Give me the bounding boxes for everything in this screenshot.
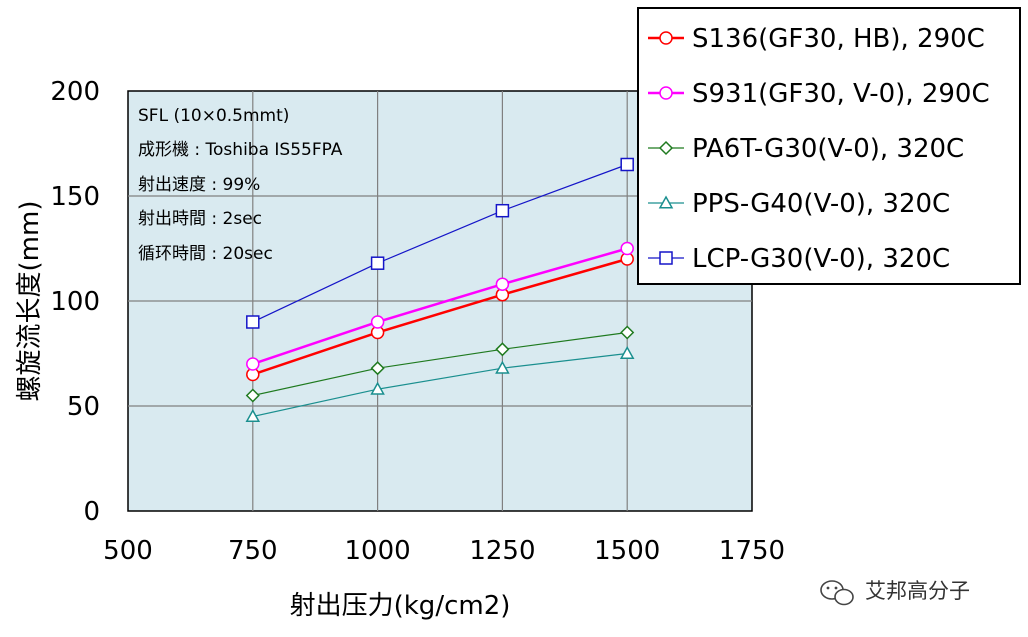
- x-tick-label: 500: [103, 536, 153, 566]
- data-point: [370, 315, 385, 329]
- y-tick-label: 150: [50, 182, 100, 212]
- watermark: 艾邦高分子: [820, 579, 970, 606]
- legend-item: S931(GF30, V-0), 290C: [648, 79, 990, 109]
- series-circle: [246, 252, 634, 382]
- data-point: [246, 357, 260, 371]
- annotation-line: 成形機 : Toshiba IS55FPA: [138, 140, 343, 160]
- series-line: [252, 331, 628, 397]
- legend: S136(GF30, HB), 290C S931(GF30, V-0), 290…: [637, 7, 1021, 285]
- series-layer: [245, 157, 635, 423]
- data-point: [245, 388, 260, 403]
- legend-box: [637, 7, 1021, 285]
- data-point: [495, 342, 510, 357]
- data-point: [495, 277, 510, 291]
- y-axis-title: 螺旋流长度(mm): [15, 201, 45, 402]
- x-axis-title: 射出压力(kg/cm2): [290, 591, 511, 621]
- watermark-text: 艾邦高分子: [865, 579, 970, 603]
- legend-label: LCP-G30(V-0), 320C: [692, 244, 950, 274]
- legend-item: S136(GF30, HB), 290C: [648, 24, 985, 54]
- data-point: [245, 408, 261, 423]
- wechat-icon: [820, 580, 854, 606]
- series-square: [246, 157, 634, 329]
- data-point: [370, 256, 385, 270]
- x-tick-label: 1250: [469, 536, 535, 566]
- legend-label: PA6T-G30(V-0), 320C: [692, 134, 964, 164]
- data-point: [495, 203, 510, 218]
- test-conditions-note: SFL (10×0.5mmt) 成形機 : Toshiba IS55FPA 射出…: [138, 106, 343, 264]
- data-point: [620, 241, 634, 256]
- series-triangle: [245, 345, 635, 423]
- data-point: [370, 381, 385, 395]
- x-tick-label: 1000: [345, 536, 411, 566]
- data-point: [620, 157, 634, 172]
- series-circle: [246, 241, 634, 371]
- data-point: [659, 31, 673, 45]
- legend-item: LCP-G30(V-0), 320C: [648, 244, 950, 274]
- legend-label: S136(GF30, HB), 290C: [692, 24, 985, 54]
- legend-label: PPS-G40(V-0), 320C: [692, 189, 950, 219]
- data-point: [619, 345, 635, 360]
- annotation-line: 射出速度 : 99%: [138, 175, 260, 195]
- legend-item: PA6T-G30(V-0), 320C: [648, 134, 964, 164]
- data-point: [658, 195, 674, 209]
- annotation-line: 射出時間 : 2sec: [138, 209, 262, 229]
- y-tick-label: 0: [83, 497, 100, 527]
- data-point: [659, 86, 673, 100]
- data-point: [620, 325, 635, 340]
- y-tick-labels: 0 50 100 150 200: [50, 77, 100, 527]
- y-tick-label: 200: [50, 77, 100, 107]
- annotation-line: 循环時間 : 20sec: [138, 244, 273, 264]
- series-diamond: [245, 325, 635, 403]
- legend-label: S931(GF30, V-0), 290C: [692, 79, 990, 109]
- x-tick-label: 1750: [719, 536, 785, 566]
- annotation-line: SFL (10×0.5mmt): [138, 106, 289, 126]
- data-point: [246, 315, 260, 329]
- series-line: [252, 163, 628, 323]
- data-point: [495, 360, 510, 374]
- y-tick-label: 50: [67, 392, 100, 422]
- x-tick-label: 750: [228, 536, 278, 566]
- x-tick-labels: 500 750 1000 1250 1500 1750: [103, 536, 785, 566]
- legend-item: PPS-G40(V-0), 320C: [648, 189, 950, 219]
- series-line: [252, 247, 628, 366]
- data-point: [370, 361, 385, 376]
- data-point: [659, 251, 673, 265]
- x-tick-label: 1500: [594, 536, 660, 566]
- y-tick-label: 100: [50, 287, 100, 317]
- series-line: [252, 352, 628, 418]
- data-point: [658, 140, 674, 156]
- series-line: [252, 257, 628, 376]
